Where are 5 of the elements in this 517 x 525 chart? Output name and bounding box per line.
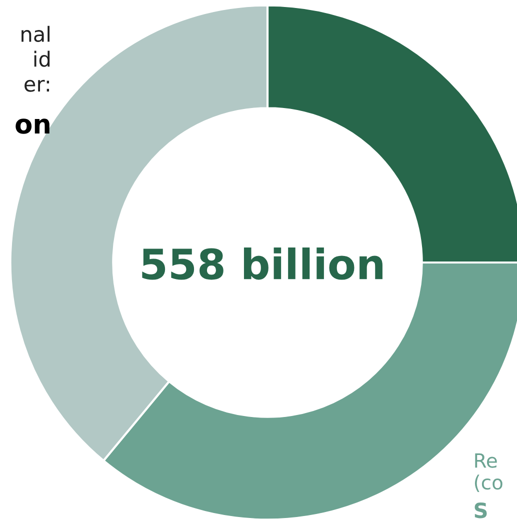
text: Re (co <box>474 453 502 492</box>
text: on <box>16 118 50 134</box>
text: S <box>474 502 487 518</box>
text: nal id er: <box>22 26 50 92</box>
text: 558 billion <box>142 247 382 280</box>
